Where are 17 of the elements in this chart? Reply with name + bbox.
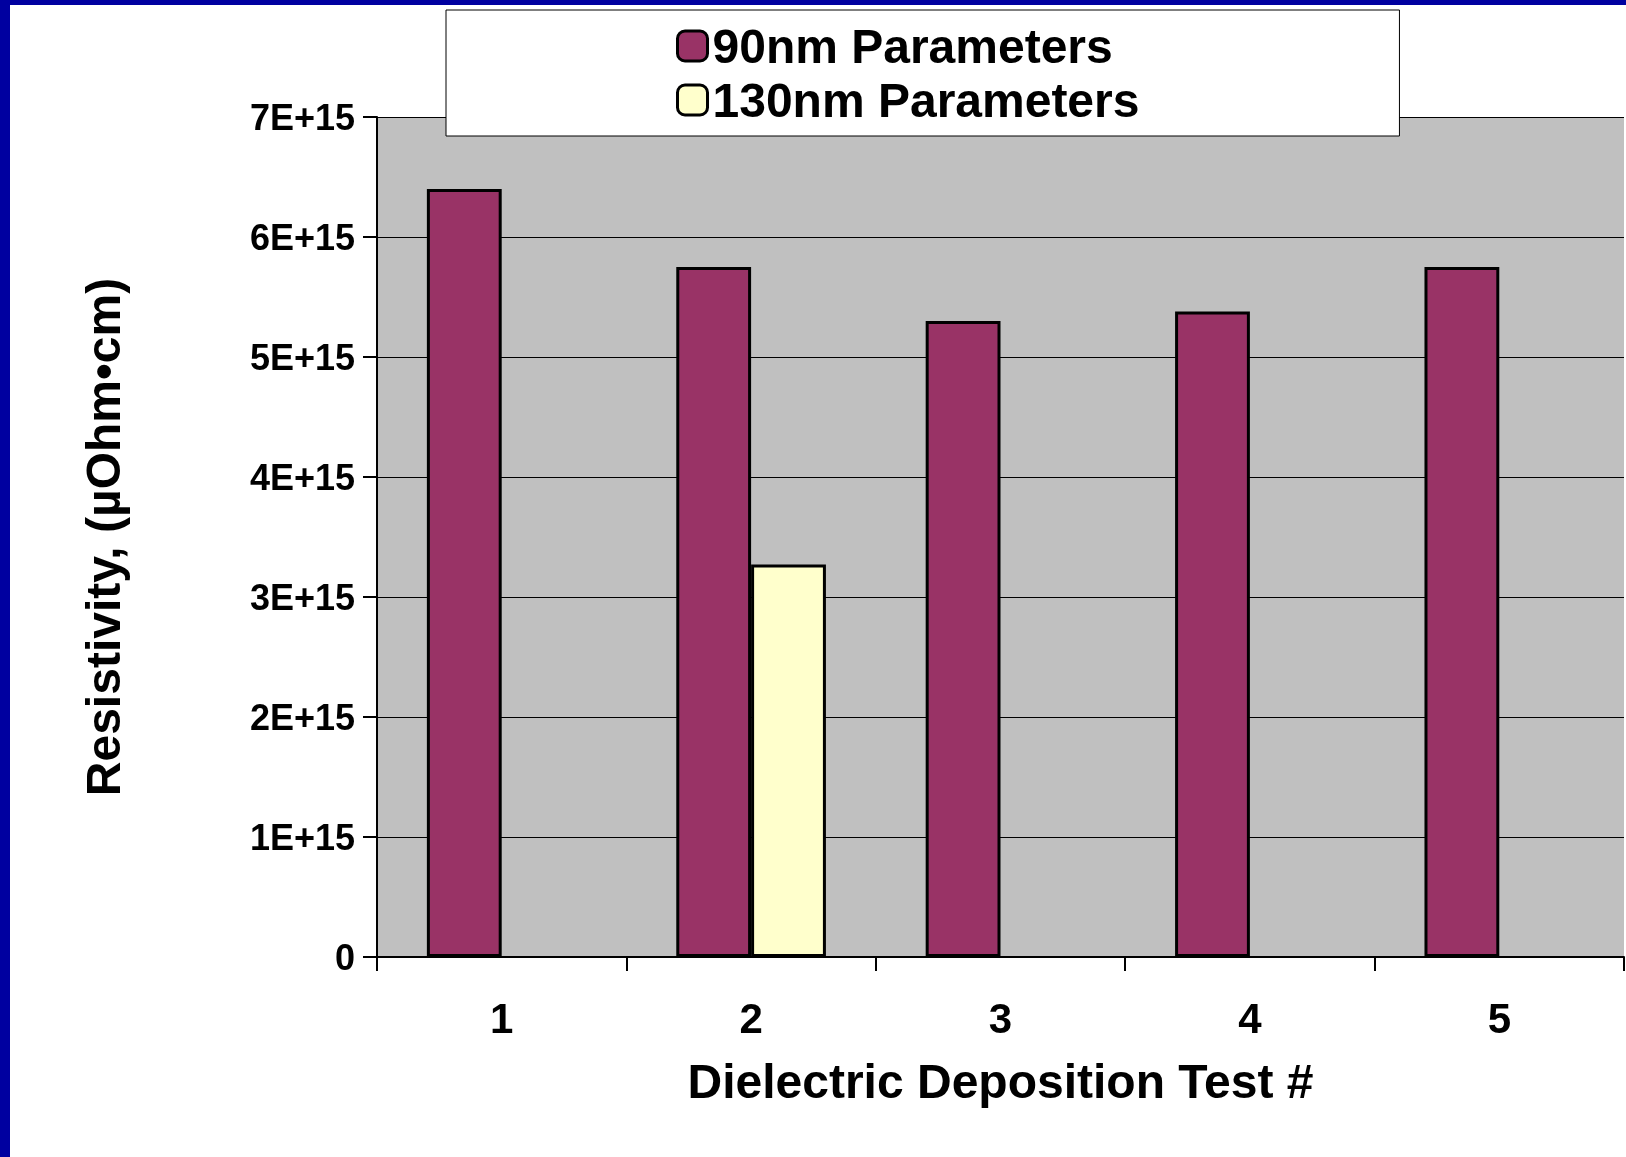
y-tick-label: 0 bbox=[334, 936, 355, 978]
y-tick-label: 4E+15 bbox=[249, 456, 355, 498]
y-tick-label: 1E+15 bbox=[249, 816, 355, 858]
x-tick-label: 1 bbox=[490, 994, 514, 1042]
legend-label: 130nm Parameters bbox=[712, 73, 1140, 127]
y-axis-title: Resistivity, (µOhm•cm) bbox=[76, 277, 130, 797]
x-tick-label: 4 bbox=[1238, 994, 1263, 1042]
x-axis-title: Dielectric Deposition Test # bbox=[687, 1054, 1314, 1108]
y-tick-label: 5E+15 bbox=[249, 336, 355, 378]
x-tick-label: 3 bbox=[988, 994, 1013, 1042]
y-tick-label: 2E+15 bbox=[249, 696, 355, 738]
legend-label: 90nm Parameters bbox=[712, 19, 1113, 73]
y-tick-label: 7E+15 bbox=[249, 96, 355, 138]
x-tick-label: 5 bbox=[1487, 994, 1511, 1042]
x-tick-label: 2 bbox=[739, 994, 763, 1042]
y-tick-label: 6E+15 bbox=[249, 216, 355, 258]
y-tick-label: 3E+15 bbox=[249, 576, 355, 618]
